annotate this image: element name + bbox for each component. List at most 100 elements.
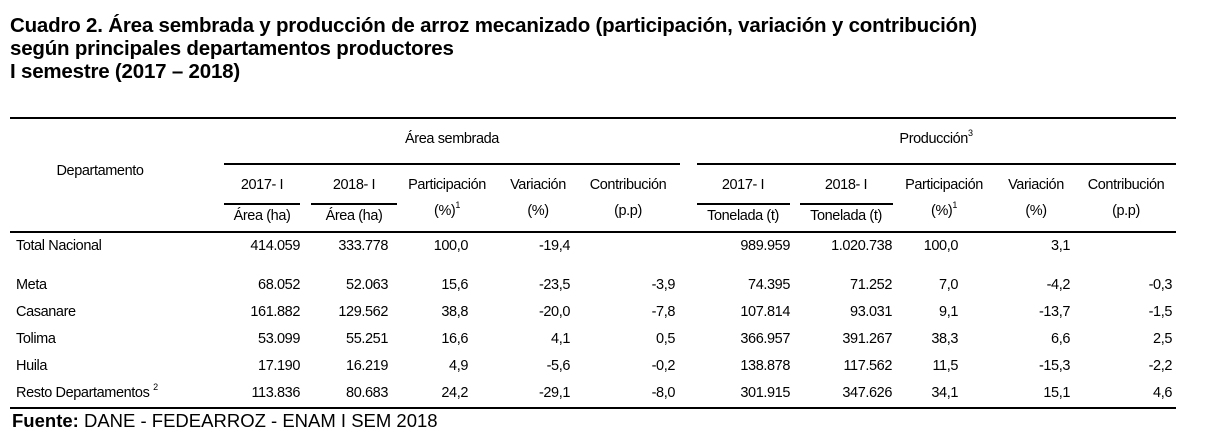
table-cell: 7,0 — [939, 277, 958, 293]
column-header-top: 2018- I — [824, 177, 868, 193]
table-cell: 366.957 — [740, 331, 790, 347]
table-cell: 80.683 — [346, 385, 388, 401]
table-cell: 93.031 — [850, 304, 892, 320]
table-cell: -4,2 — [1046, 277, 1071, 293]
group-label: Producción — [899, 131, 968, 147]
table-cell: -29,1 — [538, 385, 570, 401]
column-header-unit: (%) — [981, 203, 1091, 219]
group-header-area-sembrada: Área sembrada — [332, 131, 572, 147]
table-cell: -3,9 — [651, 277, 676, 293]
area-2018-unit-rule — [311, 203, 397, 205]
table-cell: 16.219 — [346, 358, 388, 374]
table-bottom-rule — [10, 407, 1176, 409]
table-cell: 100,0 — [433, 238, 469, 254]
table-cell: 100,0 — [923, 238, 959, 254]
table-cell: 34,1 — [931, 385, 958, 401]
column-header-unit: (%)1 — [392, 200, 502, 219]
unit-label: (%) — [931, 203, 953, 219]
table-cell: 391.267 — [842, 331, 892, 347]
table-cell: 55.251 — [346, 331, 388, 347]
area-group-rule — [224, 163, 680, 165]
unit-label: (%) — [527, 203, 549, 219]
column-header-top: Participación — [905, 177, 983, 193]
table-cell: 11,5 — [932, 358, 958, 374]
column-header-unit: Área (ha) — [207, 208, 317, 224]
table-cell: 0,5 — [656, 331, 675, 347]
row-department: Tolima — [16, 331, 56, 347]
table-cell: 68.052 — [258, 277, 300, 293]
header-bottom-rule — [10, 231, 1176, 233]
table-cell: 117.562 — [843, 358, 892, 374]
table-cell: 52.063 — [346, 277, 388, 293]
table-cell: 3,1 — [1051, 238, 1070, 254]
department-name: Huila — [16, 358, 48, 374]
column-header-unit: (%) — [483, 203, 593, 219]
title-line-2: según principales departamentos producto… — [10, 37, 454, 60]
unit-label: (p.p) — [614, 203, 642, 219]
department-name: Casanare — [16, 304, 76, 320]
produccion-group-rule — [697, 163, 1176, 165]
table-cell: 333.778 — [338, 238, 388, 254]
row-department: Resto Departamentos 2 — [16, 382, 158, 401]
table-cell: 107.814 — [740, 304, 790, 320]
column-header-unit: (%)1 — [889, 200, 999, 219]
table-cell: 4,9 — [449, 358, 468, 374]
table-cell: 16,6 — [441, 331, 468, 347]
group-header-produccion: Producción3 — [816, 128, 1056, 147]
area-2017-unit-rule — [224, 203, 300, 205]
group-label: Área sembrada — [405, 131, 499, 147]
table-cell: 138.878 — [740, 358, 790, 374]
table-cell: 301.915 — [740, 385, 790, 401]
unit-label: Tonelada (t) — [707, 208, 779, 224]
unit-label: (p.p) — [1112, 203, 1140, 219]
column-header-top: Contribución — [589, 177, 667, 193]
column-header-top: 2017- I — [240, 177, 284, 193]
footnote-marker: 1 — [952, 200, 957, 210]
table-cell: 15,1 — [1043, 385, 1070, 401]
table-cell: 17.190 — [258, 358, 300, 374]
footnote-marker: 1 — [455, 200, 460, 210]
table-cell: 1.020.738 — [831, 238, 892, 254]
department-name: Tolima — [16, 331, 56, 347]
column-header-top: Variación — [510, 177, 566, 193]
column-header-unit: (p.p) — [1071, 203, 1181, 219]
row-department: Casanare — [16, 304, 76, 320]
table-cell: 347.626 — [842, 385, 892, 401]
department-name: Meta — [16, 277, 47, 293]
row-department: Huila — [16, 358, 47, 374]
prod-2018-unit-rule — [800, 203, 893, 205]
table-cell: -19,4 — [538, 238, 570, 254]
source-text: DANE - FEDEARROZ - ENAM I SEM 2018 — [78, 410, 438, 431]
column-header-top: Contribución — [1087, 177, 1165, 193]
column-header-top: 2017- I — [721, 177, 765, 193]
table-cell: 71.252 — [850, 277, 892, 293]
row-department: Total Nacional — [16, 238, 102, 254]
table-cell: -5,6 — [546, 358, 571, 374]
table-cell: -0,2 — [651, 358, 676, 374]
column-header-unit: Área (ha) — [299, 208, 409, 224]
table-top-rule — [10, 117, 1176, 119]
title-line-3: I semestre (2017 – 2018) — [10, 60, 240, 83]
title-line-1: Cuadro 2. Área sembrada y producción de … — [10, 14, 977, 37]
table-cell: 2,5 — [1153, 331, 1172, 347]
table-cell: 38,8 — [441, 304, 468, 320]
table-cell: 6,6 — [1051, 331, 1070, 347]
table-cell: -1,5 — [1148, 304, 1173, 320]
source-label: Fuente: — [12, 410, 79, 431]
table-cell: -13,7 — [1038, 304, 1070, 320]
table-cell: -8,0 — [651, 385, 676, 401]
table-cell: 24,2 — [441, 385, 468, 401]
column-header-top: Participación — [408, 177, 486, 193]
table-cell: 74.395 — [748, 277, 790, 293]
unit-label: (%) — [434, 203, 456, 219]
table-cell: 129.562 — [338, 304, 388, 320]
table-cell: -15,3 — [1038, 358, 1070, 374]
table-cell: 53.099 — [258, 331, 300, 347]
table-title: Cuadro 2. Área sembrada y producción de … — [10, 14, 977, 83]
departamento-header: Departamento — [56, 163, 144, 179]
table-cell: 4,1 — [551, 331, 570, 347]
table-cell: 38,3 — [931, 331, 958, 347]
table-cell: -23,5 — [538, 277, 570, 293]
department-name: Total Nacional — [16, 238, 102, 254]
table-cell: -20,0 — [538, 304, 570, 320]
